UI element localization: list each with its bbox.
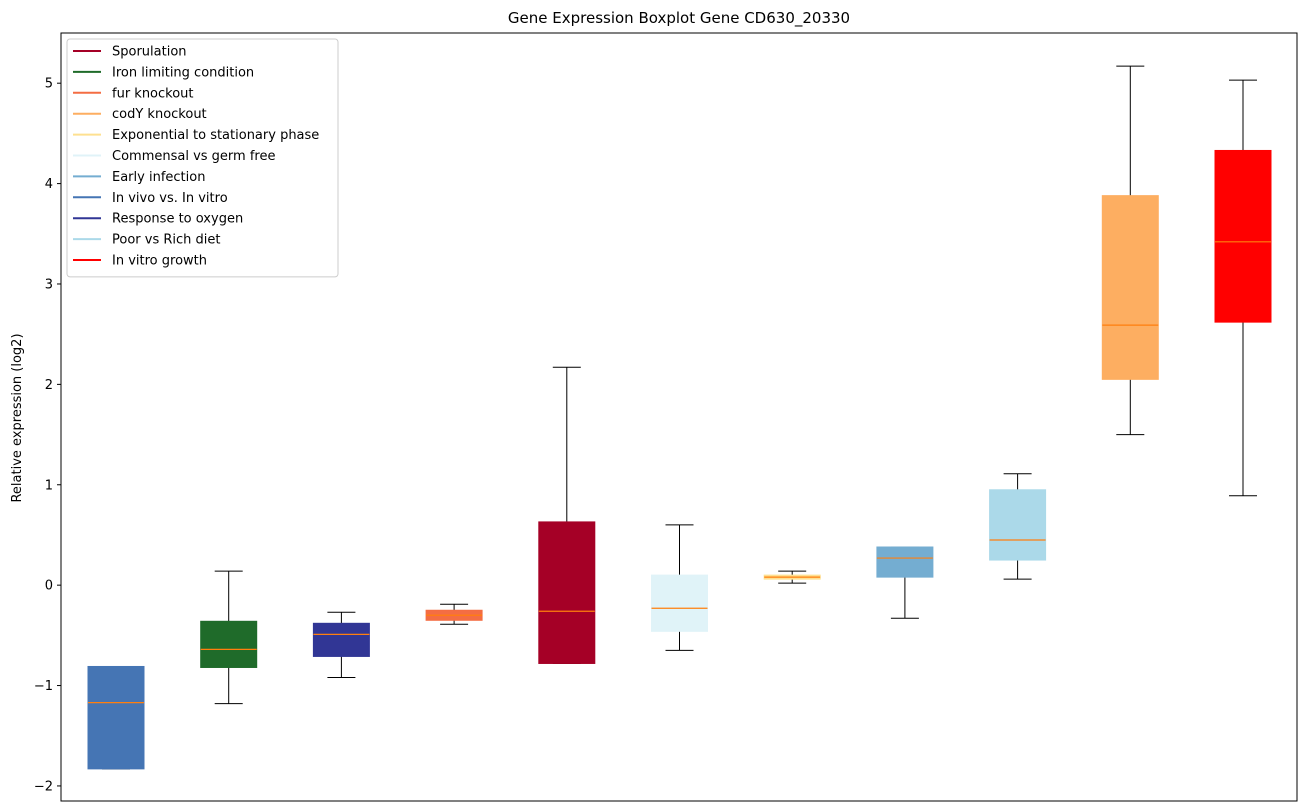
box-body: [312, 622, 370, 657]
legend-item: Sporulation: [73, 45, 187, 60]
y-tick-label: 3: [45, 277, 53, 292]
y-tick-label: −1: [34, 679, 53, 694]
y-axis-label: Relative expression (log2): [10, 333, 25, 502]
legend-item: Exponential to stationary phase: [73, 128, 319, 143]
plot-frame: [60, 32, 1298, 802]
y-tick-label: 2: [45, 378, 53, 393]
y-axis: −2 −1 0 1 2 3 4 5: [34, 77, 61, 794]
box-cody-knockout: [1101, 65, 1159, 436]
box-exponential-to-stationary-phase: [763, 570, 821, 584]
box-body: [1214, 149, 1272, 323]
box-early-infection: [876, 546, 934, 619]
box-body: [538, 521, 596, 664]
chart-title: Gene Expression Boxplot Gene CD630_20330: [508, 9, 850, 28]
y-tick-label: −2: [34, 779, 53, 794]
box-body: [989, 489, 1047, 561]
boxes: [87, 65, 1272, 770]
legend-label: fur knockout: [112, 86, 194, 101]
legend-frame: [66, 38, 339, 278]
legend-item: codY knockout: [73, 107, 207, 122]
box-body: [87, 665, 145, 770]
legend-label: Response to oxygen: [112, 212, 243, 227]
legend: Sporulation Iron limiting condition fur kn…: [66, 38, 339, 278]
legend-label: Exponential to stationary phase: [112, 128, 319, 143]
box-iron-limiting-condition: [200, 570, 258, 705]
box-response-to-oxygen: [312, 611, 370, 679]
box-sporulation: [538, 366, 596, 664]
legend-item: fur knockout: [73, 86, 194, 101]
legend-item: In vivo vs. In vitro: [73, 191, 228, 206]
legend-item: Iron limiting condition: [73, 65, 254, 80]
legend-label: In vitro growth: [112, 254, 207, 269]
y-tick-label: 4: [45, 177, 53, 192]
box-body: [200, 620, 258, 668]
y-tick-label: 1: [45, 478, 53, 493]
box-poor-vs-rich-diet: [989, 473, 1047, 580]
box-body: [1101, 195, 1159, 380]
y-tick-label: 0: [45, 579, 53, 594]
legend-item: In vitro growth: [73, 254, 207, 269]
legend-label: Poor vs Rich diet: [112, 233, 220, 248]
box-fur-knockout: [425, 603, 483, 625]
box-commensal-vs-germ-free: [651, 524, 708, 651]
legend-label: Commensal vs germ free: [112, 149, 275, 164]
legend-label: Early infection: [112, 170, 205, 185]
legend-label: Iron limiting condition: [112, 65, 254, 80]
box-body: [651, 574, 708, 632]
legend-item: Commensal vs germ free: [73, 149, 275, 164]
legend-label: codY knockout: [112, 107, 207, 122]
legend-item: Response to oxygen: [73, 212, 243, 227]
legend-item: Early infection: [73, 170, 205, 185]
box-body: [876, 546, 934, 578]
legend-label: Sporulation: [112, 45, 187, 60]
legend-item: Poor vs Rich diet: [73, 233, 220, 248]
box-in-vitro-growth: [1214, 79, 1272, 497]
y-tick-label: 5: [45, 77, 53, 92]
legend-label: In vivo vs. In vitro: [112, 191, 228, 206]
box-in-vivo-vs-in-vitro: [87, 665, 145, 770]
